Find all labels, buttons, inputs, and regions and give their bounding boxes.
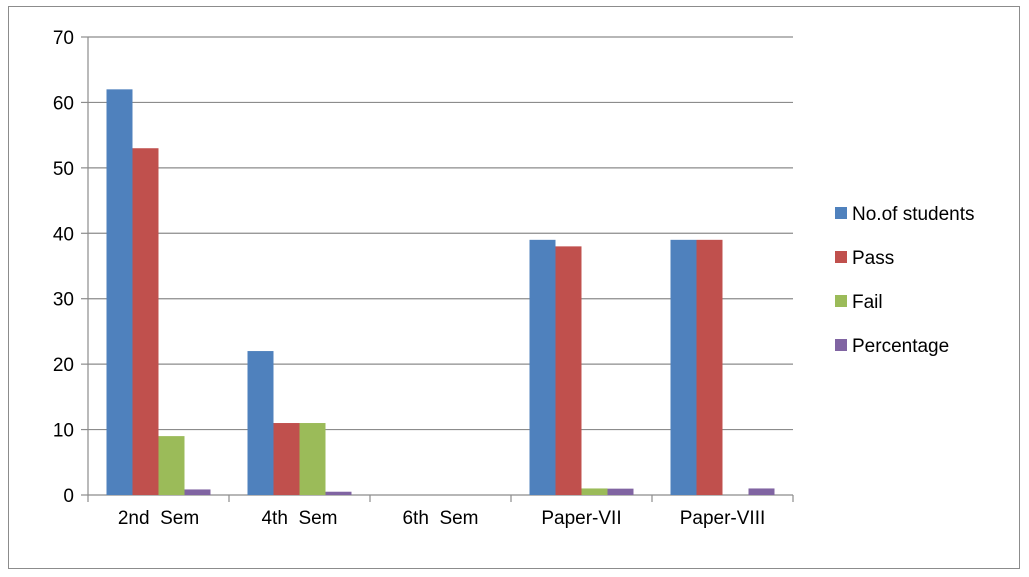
x-tick-label-2: 6th Sem — [402, 508, 478, 529]
bar-pass-0 — [132, 148, 159, 495]
legend-label-2: Fail — [852, 292, 883, 313]
y-tick-label-40: 40 — [53, 224, 74, 245]
bar-pass-1 — [273, 423, 300, 495]
bar-percentage-0 — [184, 489, 211, 495]
y-tick-label-30: 30 — [53, 290, 74, 311]
y-tick-labels: 0 10 20 30 40 50 60 70 — [53, 28, 74, 507]
bar-pass-3 — [555, 246, 582, 495]
bar-percentage-1 — [325, 491, 352, 495]
bar-no-of-students-0 — [106, 89, 133, 495]
bar-percentage-4 — [748, 488, 775, 495]
y-tick-label-20: 20 — [53, 355, 74, 376]
legend-label-1: Pass — [852, 248, 894, 269]
y-tick-label-10: 10 — [53, 421, 74, 442]
y-tick-label-50: 50 — [53, 159, 74, 180]
x-tick-label-4: Paper-VIII — [680, 508, 766, 529]
legend-swatch-2 — [835, 295, 847, 307]
bar-pass-4 — [696, 239, 723, 495]
x-tick-labels: 2nd Sem 4th Sem 6th Sem Paper-VII Paper-VIII — [118, 508, 765, 529]
bar-fail-0 — [158, 436, 185, 495]
bars — [106, 89, 775, 495]
x-tick-label-1: 4th Sem — [261, 508, 337, 529]
y-tick-label-0: 0 — [63, 486, 74, 507]
legend-swatch-3 — [835, 339, 847, 351]
x-tick-label-3: Paper-VII — [541, 508, 621, 529]
bar-no-of-students-3 — [529, 239, 556, 495]
legend-swatch-1 — [835, 251, 847, 263]
y-tick-label-60: 60 — [53, 93, 74, 114]
y-tick-label-70: 70 — [53, 28, 74, 49]
legend-label-3: Percentage — [852, 336, 949, 357]
legend-swatch-0 — [835, 207, 847, 219]
bar-fail-3 — [581, 488, 608, 495]
bar-percentage-3 — [607, 488, 634, 495]
bar-no-of-students-4 — [670, 239, 697, 495]
bar-fail-1 — [299, 423, 326, 495]
legend: No.of students Pass Fail Percentage — [835, 204, 975, 357]
bar-no-of-students-1 — [247, 351, 274, 495]
x-tick-label-0: 2nd Sem — [118, 508, 199, 529]
legend-label-0: No.of students — [852, 204, 975, 225]
